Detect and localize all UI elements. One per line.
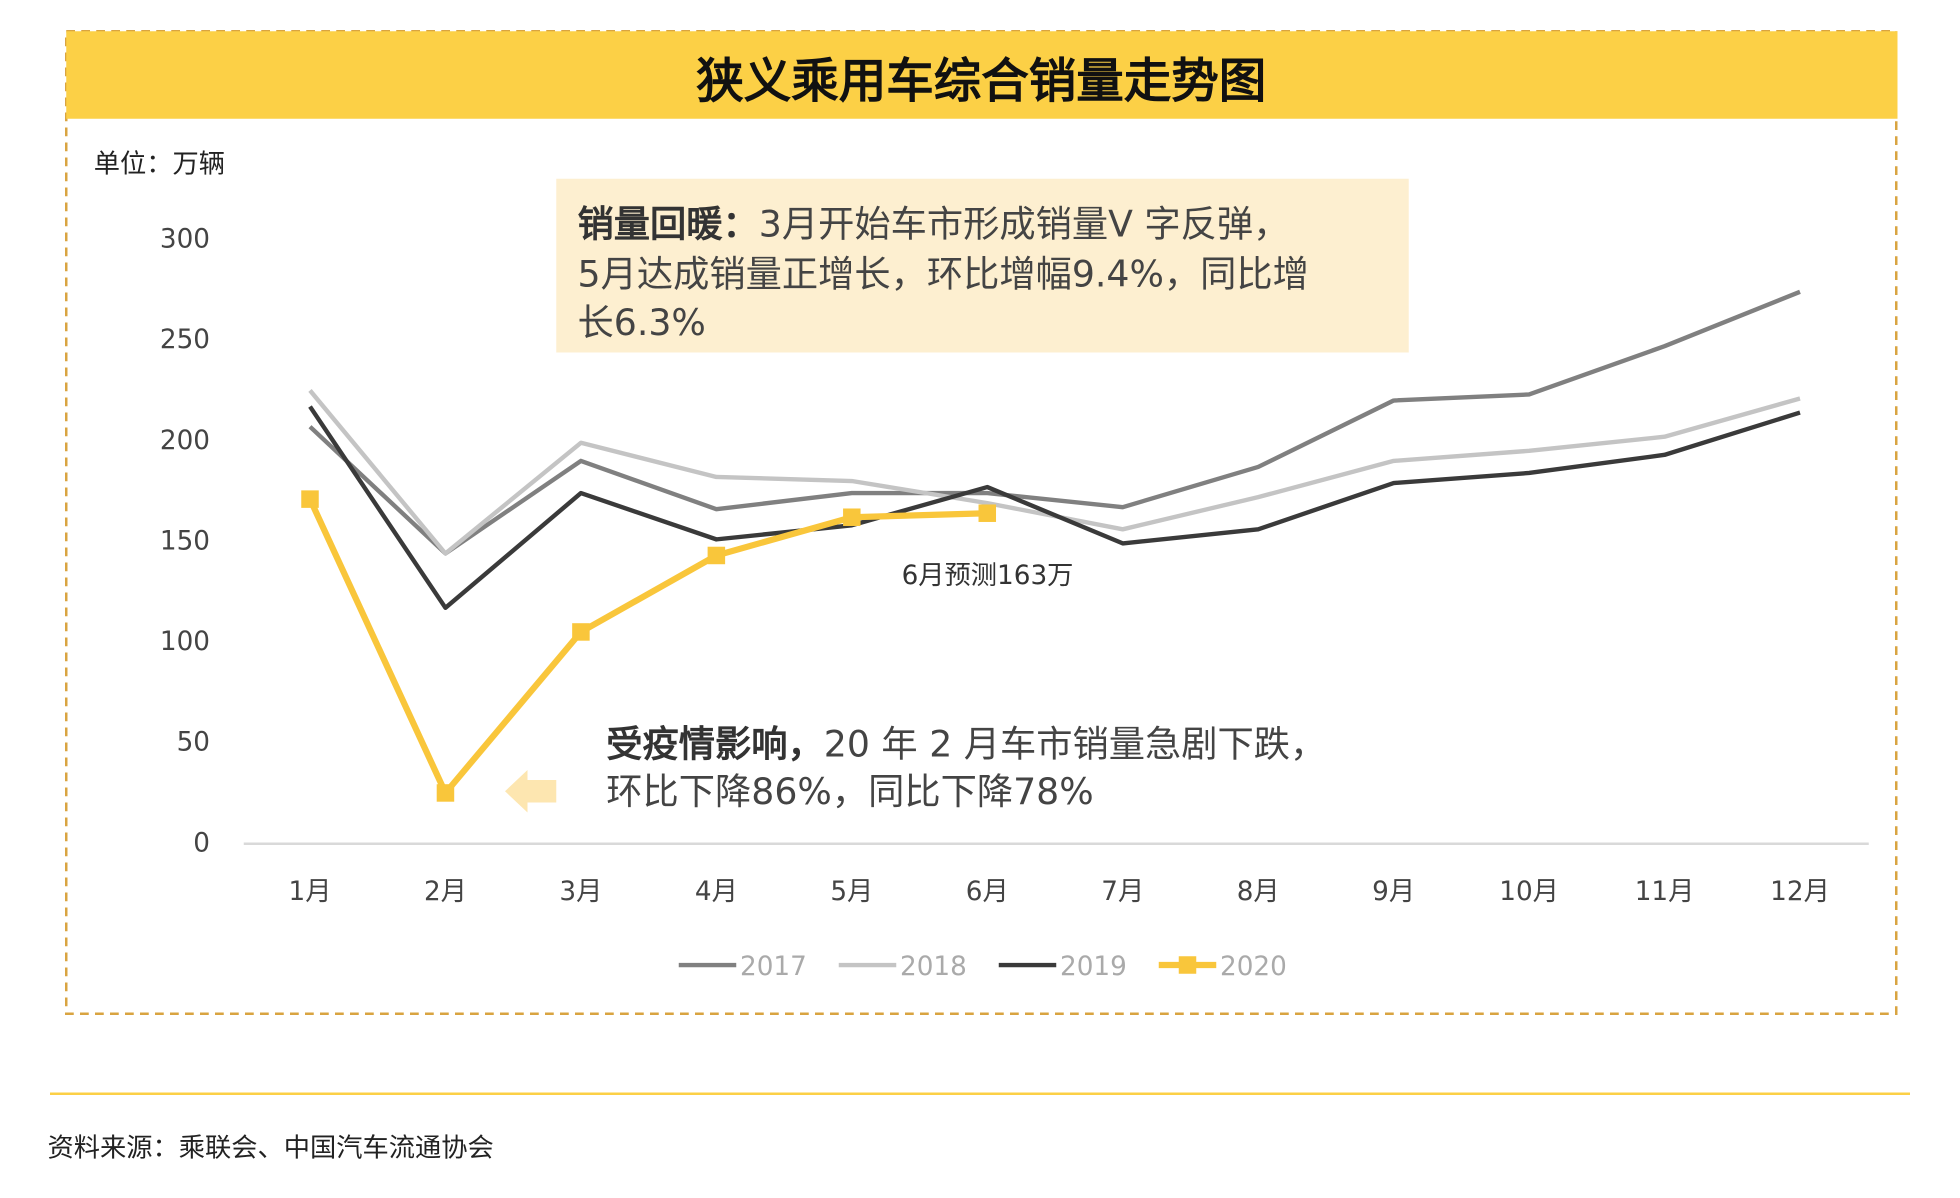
x-tick-label: 10月 (1499, 877, 1559, 907)
forecast-label: 6月预测163万 (902, 561, 1074, 591)
y-tick-label: 300 (160, 225, 210, 255)
legend-label-2018: 2018 (900, 952, 967, 982)
x-tick-label: 12月 (1770, 877, 1830, 907)
y-tick-label: 200 (160, 426, 210, 456)
y-tick-label: 250 (160, 325, 210, 355)
series-line-2020 (307, 497, 988, 797)
recovery-annotation-line1: 销量回暖：3月开始车市形成销量V 字反弹， (578, 202, 1290, 245)
x-tick-label: 4月 (695, 877, 738, 907)
series-line-2018 (308, 389, 1801, 556)
legend-marker-2020 (1178, 956, 1197, 974)
x-tick-label: 5月 (830, 877, 873, 907)
y-tick-label: 0 (193, 828, 210, 858)
series-line-2019 (308, 405, 1801, 610)
y-tick-label: 100 (160, 627, 210, 657)
x-tick-label: 1月 (289, 877, 332, 907)
unit-label: 单位：万辆 (94, 150, 225, 180)
data-point-2020 (843, 508, 861, 526)
recovery-annotation-line3: 长6.3% (578, 301, 706, 344)
chart-title: 狭义乘用车综合销量走势图 (696, 55, 1266, 110)
title-bar (66, 31, 1898, 119)
x-tick-label: 8月 (1237, 877, 1280, 907)
data-point-2020 (707, 546, 726, 565)
recovery-annotation-line2: 5月达成销量正增长，环比增幅9.4%，同比增 (578, 252, 1309, 295)
legend-label-2020: 2020 (1220, 952, 1287, 982)
recovery-annotation-box (556, 178, 1409, 353)
data-point-2020 (301, 490, 319, 508)
epidemic-annotation-line1: 受疫情影响，20 年 2 月车市销量急剧下跌， (606, 722, 1326, 765)
epidemic-annotation-line2: 环比下降86%，同比下降78% (606, 770, 1093, 813)
legend-label-2019: 2019 (1060, 952, 1127, 982)
y-tick-label: 150 (160, 526, 210, 556)
x-tick-label: 7月 (1101, 877, 1144, 907)
arrow-left-icon (505, 770, 557, 813)
source-note: 资料来源：乘联会、中国汽车流通协会 (48, 1133, 494, 1163)
series-line-2017 (308, 289, 1801, 556)
legend-label-2017: 2017 (740, 952, 807, 982)
chart-frame (65, 29, 1898, 1015)
data-point-2020 (572, 623, 590, 641)
x-tick-label: 9月 (1372, 877, 1415, 907)
data-point-2020 (978, 504, 997, 522)
x-tick-label: 2月 (424, 877, 467, 907)
data-point-2020 (436, 784, 455, 802)
x-tick-label: 6月 (966, 877, 1009, 907)
x-tick-label: 3月 (559, 877, 602, 907)
y-tick-label: 50 (177, 728, 210, 758)
x-tick-label: 11月 (1635, 877, 1695, 907)
